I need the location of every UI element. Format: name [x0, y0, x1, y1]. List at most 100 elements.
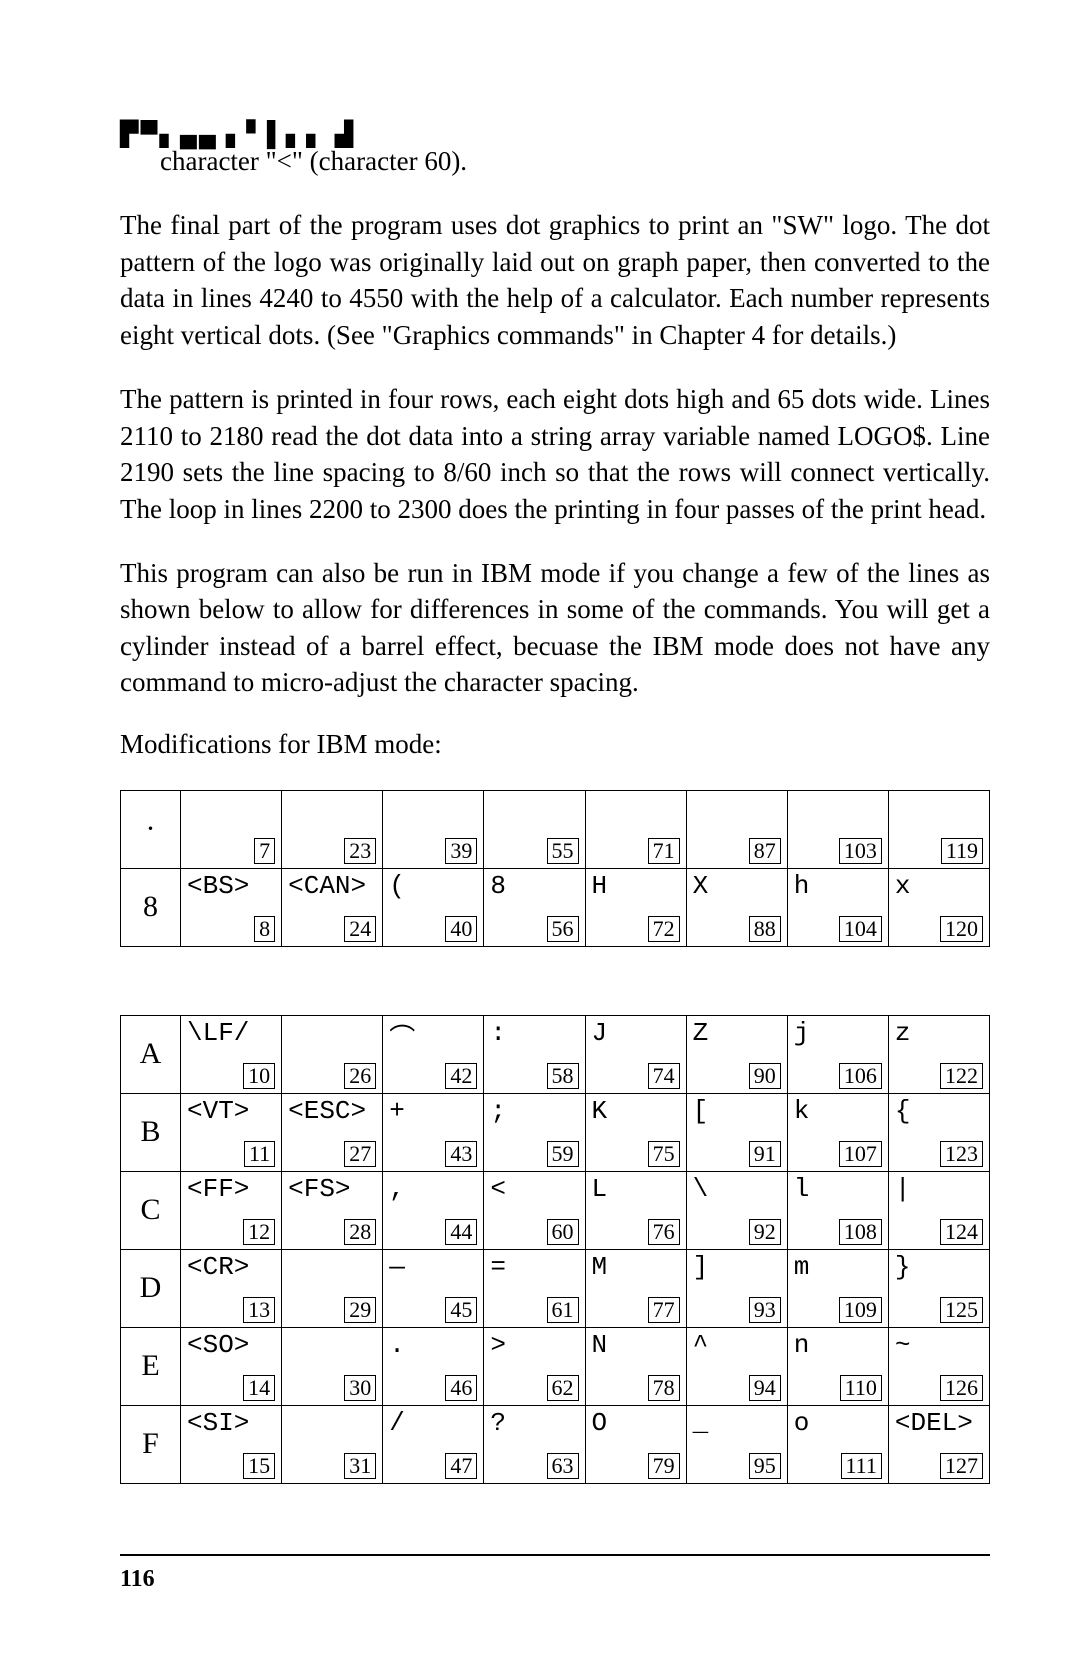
ascii-cell: =61 [484, 1249, 585, 1327]
cell-char: o [794, 1408, 810, 1438]
cell-char: < [490, 1174, 506, 1204]
ascii-cell: 39 [383, 790, 484, 868]
cell-code: 13 [243, 1297, 275, 1323]
cell-char: ^ [693, 1330, 709, 1360]
cell-code: 56 [547, 916, 579, 942]
ascii-cell: N78 [585, 1327, 686, 1405]
paragraph-3: The pattern is printed in four rows, eac… [120, 381, 990, 527]
cell-code: 28 [344, 1219, 376, 1245]
cell-char: = [490, 1252, 506, 1282]
hex-label: B [121, 1093, 181, 1171]
cell-code: 55 [547, 838, 579, 864]
cell-char: n [794, 1330, 810, 1360]
ascii-cell: z122 [888, 1015, 989, 1093]
hex-label: · [121, 790, 181, 868]
cell-code: 107 [839, 1141, 882, 1167]
cell-char: O [592, 1408, 608, 1438]
ascii-cell: |124 [888, 1171, 989, 1249]
cell-char: M [592, 1252, 608, 1282]
ascii-cell: 26 [282, 1015, 383, 1093]
cell-char: : [490, 1018, 506, 1048]
cell-code: 44 [445, 1219, 477, 1245]
cell-char: H [592, 871, 608, 901]
cell-code: 79 [648, 1453, 680, 1479]
cell-char: [ [693, 1096, 709, 1126]
cell-char: ( [389, 871, 405, 901]
cell-code: 108 [839, 1219, 882, 1245]
ascii-cell: <CAN>24 [282, 868, 383, 946]
cell-char: <FS> [288, 1174, 350, 1204]
cell-code: 62 [547, 1375, 579, 1401]
ascii-cell: +43 [383, 1093, 484, 1171]
cell-char: ] [693, 1252, 709, 1282]
ascii-cell: —45 [383, 1249, 484, 1327]
ascii-row: E<SO>1430.46>62N78^94n110~126 [121, 1327, 990, 1405]
ascii-cell: <BS>8 [181, 868, 282, 946]
ascii-cell: (40 [383, 868, 484, 946]
cell-char: l [794, 1174, 810, 1204]
ascii-cell: ⌒ 42 [383, 1015, 484, 1093]
ascii-cell: 30 [282, 1327, 383, 1405]
cell-code: 59 [547, 1141, 579, 1167]
cell-char: X [693, 871, 709, 901]
ascii-cell: >62 [484, 1327, 585, 1405]
ascii-row: A\LF/1026⌒42:58J74Z90j106z122 [121, 1015, 990, 1093]
ascii-cell: <FS> 28 [282, 1171, 383, 1249]
ascii-cell: : 58 [484, 1015, 585, 1093]
cell-char: } [895, 1252, 911, 1282]
ascii-cell: x120 [888, 868, 989, 946]
ascii-cell: n110 [787, 1327, 888, 1405]
cell-char: ~ [895, 1330, 911, 1360]
cell-code: 10 [243, 1063, 275, 1089]
hex-label: E [121, 1327, 181, 1405]
cell-char: \ [693, 1174, 709, 1204]
cell-code: 109 [839, 1297, 882, 1323]
ascii-cell: ,44 [383, 1171, 484, 1249]
cell-code: 104 [839, 916, 882, 942]
ascii-cell: <DEL>127 [888, 1405, 989, 1483]
ascii-cell: K75 [585, 1093, 686, 1171]
ascii-cell: 31 [282, 1405, 383, 1483]
cell-char: / [389, 1408, 405, 1438]
ascii-cell: <ESC>27 [282, 1093, 383, 1171]
ascii-cell: k 107 [787, 1093, 888, 1171]
cell-char: k [794, 1096, 810, 1126]
cell-char: <SO> [187, 1330, 249, 1360]
ascii-cell: 856 [484, 868, 585, 946]
cell-char: . [389, 1330, 405, 1360]
ascii-row: C<FF>12<FS>28,44<60L76\92l108|124 [121, 1171, 990, 1249]
cell-char: j [794, 1018, 810, 1048]
cell-code: 8 [254, 916, 275, 942]
ascii-table-af: A\LF/1026⌒42:58J74Z90j106z122B<VT>11<ESC… [120, 1015, 990, 1484]
cell-code: 58 [547, 1063, 579, 1089]
cell-code: 119 [941, 838, 983, 864]
ascii-cell: <SO>14 [181, 1327, 282, 1405]
ascii-cell: O 79 [585, 1405, 686, 1483]
ascii-cell: <SI>15 [181, 1405, 282, 1483]
cell-code: 88 [749, 916, 781, 942]
cell-code: 30 [344, 1375, 376, 1401]
cell-code: 63 [547, 1453, 579, 1479]
cell-code: 127 [940, 1453, 983, 1479]
ascii-cell: 119 [888, 790, 989, 868]
ascii-cell: \LF/10 [181, 1015, 282, 1093]
cell-char: <ESC> [288, 1096, 366, 1126]
cell-char: > [490, 1330, 506, 1360]
cell-char: ⌒ [389, 1018, 415, 1055]
ascii-row-8: 8 <BS>8 <CAN>24 (40 856 H72 X88 h104 x12… [121, 868, 990, 946]
cell-code: 42 [445, 1063, 477, 1089]
ascii-cell: _95 [686, 1405, 787, 1483]
cell-code: 122 [940, 1063, 983, 1089]
ascii-cell: <CR>13 [181, 1249, 282, 1327]
ascii-cell: h104 [787, 868, 888, 946]
ascii-cell: L76 [585, 1171, 686, 1249]
spacer [120, 947, 990, 1007]
cell-code: 74 [648, 1063, 680, 1089]
cell-char: L [592, 1174, 608, 1204]
cell-code: 23 [344, 838, 376, 864]
paragraph-4: This program can also be run in IBM mode… [120, 555, 990, 701]
ascii-cell: H72 [585, 868, 686, 946]
ascii-cell: l 108 [787, 1171, 888, 1249]
cell-code: 106 [839, 1063, 882, 1089]
hex-label: 8 [121, 868, 181, 946]
